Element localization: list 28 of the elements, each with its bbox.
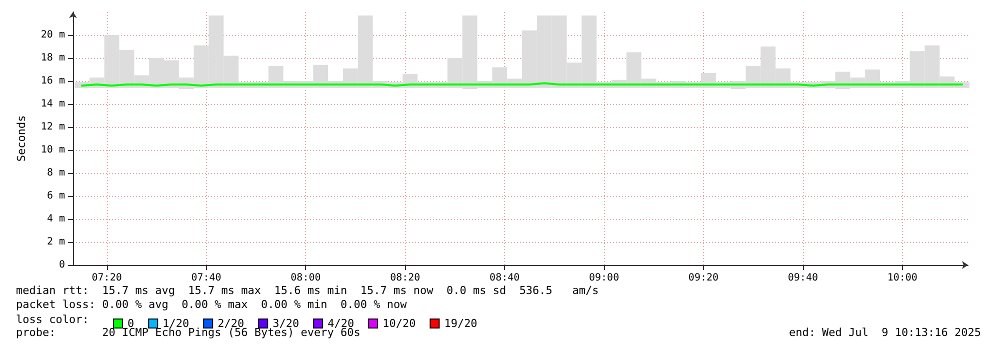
y-tick-label: 20 m	[40, 30, 65, 40]
y-axis-title: Seconds	[15, 115, 28, 162]
legend-label: 1/20	[162, 317, 190, 330]
text: packet loss: 0.00 % avg 0.00 % max 0.00 % min 0.00 % now	[16, 298, 408, 311]
x-tick-label: 10:00	[887, 272, 918, 284]
y-tick-label: 16 m	[40, 76, 65, 86]
legend-label: 19/20	[444, 317, 478, 330]
x-tick-label: 08:00	[290, 272, 321, 284]
y-tick-label: 18 m	[40, 52, 65, 64]
x-tick-label: 07:20	[92, 272, 122, 284]
x-tick-label: 08:40	[490, 272, 520, 284]
x-tick-label: 09:40	[788, 272, 818, 284]
y-tick-label: 8 m	[46, 168, 65, 178]
y-tick-label: 14 m	[40, 98, 65, 110]
legend-title: loss color:	[16, 313, 89, 326]
y-tick-label: 0	[58, 260, 65, 270]
y-tick-label: 6 m	[46, 190, 65, 202]
x-tick-label: 07:40	[191, 272, 222, 284]
x-tick-label: 09:20	[688, 272, 719, 284]
text: end: Wed Jul 9 10:13:16 2025	[788, 326, 982, 339]
x-tick-label: 08:20	[390, 272, 420, 284]
legend-label: 10/20	[382, 317, 416, 330]
x-tick-label: 09:00	[588, 272, 620, 284]
y-tick-label: 2 m	[46, 236, 65, 248]
y-tick-label: 10 m	[40, 144, 65, 156]
text: median rtt: 15.7 ms avg 15.7 ms max 15.6 ms min 15.7 ms now 0.0 ms sd 536.5 am/s	[16, 284, 599, 297]
y-tick-label: 4 m	[46, 214, 65, 224]
y-tick-label: 12 m	[40, 122, 65, 132]
